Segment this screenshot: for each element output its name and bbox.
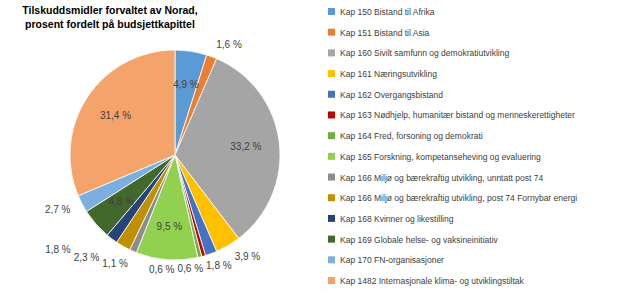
- legend-label: Kap 166 Miljø og bærekraftig utvikling, …: [340, 173, 543, 183]
- data-label: 4,9 %: [173, 79, 199, 90]
- chart-title: Tilskuddsmidler forvaltet av Norad, prose…: [22, 4, 198, 30]
- legend-label: Kap 165 Forskning, kompetanseheving og e…: [340, 152, 541, 162]
- legend-label: Kap 169 Globale helse- og vaksineinitiat…: [340, 235, 499, 245]
- data-label: 9,5 %: [157, 221, 183, 232]
- legend-label: Kap 164 Fred, forsoning og demokrati: [340, 131, 483, 141]
- data-label: 1,1 %: [102, 258, 128, 269]
- chart: Tilskuddsmidler forvaltet av Norad, prose…: [0, 0, 635, 293]
- legend-label: Kap 150 Bistand til Afrika: [340, 7, 435, 17]
- legend-label: Kap 162 Overgangsbistand: [340, 90, 443, 100]
- data-label: 1,8 %: [206, 260, 232, 271]
- legend-swatch: [328, 215, 335, 222]
- legend-swatch: [328, 8, 335, 15]
- data-label: 0,6 %: [149, 264, 175, 275]
- legend-label: Kap 160 Sivilt samfunn og demokratiutvik…: [340, 48, 509, 58]
- legend-swatch: [328, 153, 335, 160]
- legend-swatch: [328, 70, 335, 77]
- legend-label: Kap 151 Bistand til Asia: [340, 28, 430, 38]
- data-labels: 4,9 %1,6 %33,2 %3,9 %1,8 %0,6 %0,6 %9,5 …: [45, 39, 262, 275]
- data-label: 33,2 %: [230, 141, 261, 152]
- data-label: 0,6 %: [177, 263, 203, 274]
- data-label: 1,6 %: [216, 39, 242, 50]
- legend-label: Kap 1482 Internasjonale klima- og utvikl…: [340, 276, 525, 286]
- legend-swatch: [328, 29, 335, 36]
- legend-swatch: [328, 256, 335, 263]
- legend: Kap 150 Bistand til Afrika Kap 151 Bistan…: [328, 7, 577, 286]
- data-label: 2,3 %: [74, 252, 100, 263]
- legend-swatch: [328, 174, 335, 181]
- legend-label: Kap 166 Miljø og bærekraftig utvikling, …: [340, 193, 577, 203]
- data-label: 4,8 %: [108, 196, 134, 207]
- data-label: 1,8 %: [45, 244, 71, 255]
- data-label: 31,4 %: [100, 110, 131, 121]
- legend-label: Kap 161 Næringsutvikling: [340, 69, 437, 79]
- legend-swatch: [328, 49, 335, 56]
- pie: [70, 50, 280, 260]
- data-label: 3,9 %: [235, 251, 261, 262]
- legend-label: Kap 168 Kvinner og likestilling: [340, 214, 454, 224]
- legend-swatch: [328, 277, 335, 284]
- pie-slice: [70, 50, 175, 196]
- legend-label: Kap 163 Nødhjelp, humanitær bistand og m…: [340, 110, 575, 120]
- legend-swatch: [328, 91, 335, 98]
- legend-swatch: [328, 194, 335, 201]
- data-label: 2,7 %: [45, 204, 71, 215]
- legend-swatch: [328, 236, 335, 243]
- chart-title-line: Tilskuddsmidler forvaltet av Norad,: [22, 4, 198, 16]
- legend-swatch: [328, 132, 335, 139]
- legend-swatch: [328, 111, 335, 118]
- legend-label: Kap 170 FN-organisasjoner: [340, 255, 444, 265]
- chart-title-line: prosent fordelt på budsjettkapittel: [25, 18, 195, 30]
